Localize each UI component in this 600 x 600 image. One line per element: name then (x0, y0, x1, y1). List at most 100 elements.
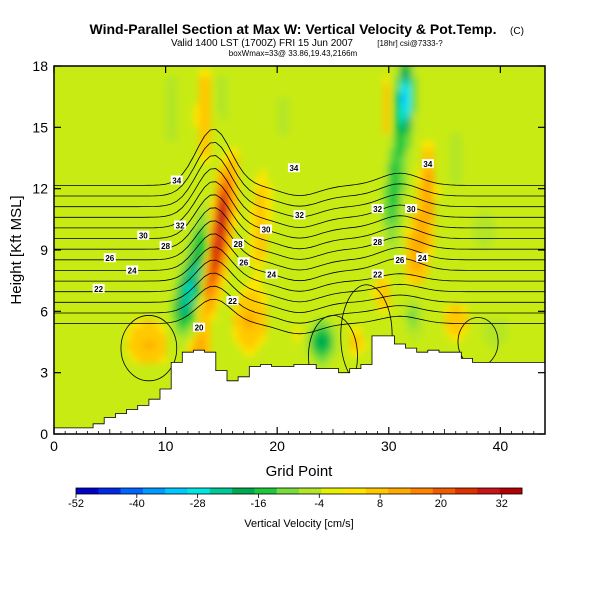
theta-label-text: 34 (423, 160, 432, 169)
colorbar-frame (75, 487, 523, 495)
colorbar-swatch (499, 488, 523, 494)
theta-label-text: 24 (267, 271, 276, 280)
colorbar-tick-label: 32 (496, 498, 508, 510)
colorbar-swatch (477, 488, 500, 494)
theta-label-text: 30 (262, 226, 271, 235)
colorbar-tick-label: -4 (314, 498, 324, 510)
theta-label-text: 22 (373, 271, 382, 280)
y-tick-label: 12 (32, 181, 48, 197)
x-tick-label: 0 (50, 438, 58, 454)
y-axis-label: Height [Kft MSL] (8, 195, 25, 304)
colorbar: -52 -40 -28 -16 -4 8 20 32 Vertical Velocity [c… (68, 487, 523, 530)
y-tick-label: 9 (40, 242, 48, 258)
y-tick-label: 3 (40, 365, 48, 381)
colorbar-swatch (365, 488, 389, 494)
chart-title: Wind-Parallel Section at Max W: Vertical… (89, 21, 496, 37)
theta-label: 32 (371, 204, 384, 214)
theta-label-text: 34 (289, 164, 298, 173)
theta-label: 22 (92, 283, 105, 294)
x-tick-label: 40 (493, 438, 509, 454)
colorbar-swatch (76, 488, 99, 494)
theta-label-text: 28 (161, 242, 170, 251)
colorbar-swatch (343, 488, 367, 494)
y-tick-label: 18 (32, 58, 48, 74)
x-tick-label: 20 (269, 438, 285, 454)
theta-label-text: 30 (139, 232, 148, 241)
colorbar-tick-label: -40 (129, 498, 145, 510)
theta-label-text: 32 (295, 211, 304, 220)
theta-label: 22 (226, 296, 239, 306)
theta-label: 30 (405, 204, 418, 214)
colorbar-swatch (254, 488, 277, 494)
colorbar-swatch (142, 488, 166, 494)
colorbar-swatches (76, 488, 523, 494)
colorbar-swatch (187, 488, 211, 494)
valid-suffix: [18hr] csi@7333-? (377, 39, 443, 48)
colorbar-swatch (455, 488, 478, 494)
colorbar-tick-label: 20 (435, 498, 447, 510)
theta-label: 26 (103, 253, 116, 263)
theta-label: 34 (170, 175, 183, 185)
theta-label-text: 24 (418, 254, 427, 263)
theta-label: 22 (371, 269, 384, 280)
x-axis-label: Grid Point (266, 463, 334, 480)
theta-label: 34 (421, 159, 434, 169)
theta-label: 26 (237, 257, 250, 267)
theta-label-text: 28 (373, 238, 382, 247)
colorbar-swatch (321, 488, 344, 494)
theta-label-text: 22 (94, 285, 103, 294)
theta-label-text: 26 (105, 254, 114, 263)
theta-label: 24 (265, 269, 278, 280)
y-tick-label: 15 (32, 119, 48, 135)
colorbar-swatch (299, 488, 322, 494)
theta-label: 32 (293, 210, 306, 220)
x-tick-label: 30 (381, 438, 397, 454)
theta-label-text: 30 (407, 205, 416, 214)
y-tick-label: 0 (40, 426, 48, 442)
colorbar-label: Vertical Velocity [cm/s] (244, 518, 353, 530)
theta-label: 34 (287, 163, 300, 173)
terrain-profile (54, 335, 545, 434)
theta-label: 32 (174, 220, 187, 230)
theta-label: 28 (371, 236, 384, 247)
theta-label: 24 (126, 265, 139, 275)
theta-label: 28 (232, 238, 245, 249)
theta-label-text: 32 (373, 205, 382, 214)
header: Wind-Parallel Section at Max W: Vertical… (89, 21, 523, 58)
colorbar-swatch (165, 488, 188, 494)
theta-label: 30 (137, 230, 150, 241)
colorbar-swatch (232, 488, 255, 494)
theta-label-text: 22 (228, 297, 237, 306)
colorbar-swatch (120, 488, 144, 494)
theta-label-text: 26 (395, 256, 404, 265)
colorbar-swatch (432, 488, 456, 494)
valid-time: Valid 1400 LST (1700Z) FRI 15 Jun 2007 (171, 38, 353, 49)
colorbar-tick-label: -52 (68, 498, 84, 510)
theta-label: 28 (159, 240, 172, 251)
theta-label-text: 28 (234, 240, 243, 249)
colorbar-swatch (209, 488, 233, 494)
x-tick-label: 10 (158, 438, 174, 454)
terrain (54, 335, 545, 434)
colorbar-swatch (276, 488, 300, 494)
colorbar-tick-label: -28 (190, 498, 206, 510)
colorbar-ticks: -52 -40 -28 -16 -4 8 20 32 (68, 494, 508, 510)
y-axis-ticks: 0 3 6 9 12 15 18 (32, 58, 545, 442)
colorbar-tick-label: 8 (377, 498, 383, 510)
theta-label: 30 (260, 224, 273, 235)
x-axis-ticks: 0 10 20 30 40 (50, 66, 535, 454)
theta-contour-labels: 34 34 34 32 32 32 30 30 30 28 28 28 26 26 26 24 24 24 22 22… (92, 159, 434, 333)
theta-label-text: 20 (195, 324, 204, 333)
colorbar-swatch (98, 488, 121, 494)
theta-label-text: 34 (172, 176, 181, 185)
theta-label-text: 32 (176, 221, 185, 230)
theta-label: 26 (393, 255, 406, 265)
theta-label-text: 26 (239, 258, 248, 267)
colorbar-swatch (388, 488, 411, 494)
colorbar-swatch (410, 488, 434, 494)
theta-label: 24 (416, 253, 429, 263)
theta-label: 20 (193, 322, 206, 333)
theta-label-text: 24 (128, 266, 137, 275)
